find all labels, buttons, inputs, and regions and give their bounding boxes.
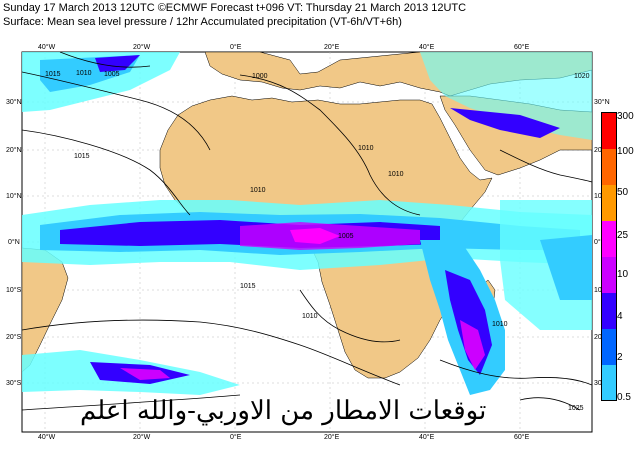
legend-label: 300 xyxy=(617,111,634,122)
isobar-label: 1005 xyxy=(338,233,354,240)
lon-label-top: 40°W xyxy=(38,44,56,51)
isobar-label: 1010 xyxy=(250,187,266,194)
isobar-labels: 1015 1010 1005 1000 1010 1015 1010 1015 … xyxy=(45,70,590,412)
forecast-title-line2: Surface: Mean sea level pressure / 12hr … xyxy=(3,16,402,28)
legend-label: 2 xyxy=(617,352,623,363)
legend-swatch xyxy=(602,293,616,329)
isobar-label: 1010 xyxy=(302,313,318,320)
precip-color-legend xyxy=(601,112,617,401)
lon-label-bottom: 40°E xyxy=(419,434,435,441)
legend-swatch xyxy=(602,149,616,185)
lat-label-left: 10°N xyxy=(6,193,22,200)
lat-label-left: 30°S xyxy=(6,380,22,387)
legend-label: 100 xyxy=(617,146,634,157)
isobars xyxy=(22,52,592,411)
lat-label-right: 30°N xyxy=(594,99,610,106)
lon-label-top: 40°E xyxy=(419,44,435,51)
legend-swatch xyxy=(602,113,616,149)
lat-label-left: 30°N xyxy=(6,99,22,106)
lon-label-bottom: 40°W xyxy=(38,434,56,441)
legend-swatch xyxy=(602,185,616,221)
lat-label-left: 0°N xyxy=(8,239,20,246)
legend-label: 4 xyxy=(617,311,623,322)
legend-label: 25 xyxy=(617,230,629,241)
legend-swatch xyxy=(602,221,616,257)
isobar-label: 1010 xyxy=(358,145,374,152)
lat-label-left: 10°S xyxy=(6,287,22,294)
lon-label-bottom: 0°E xyxy=(230,434,242,441)
lon-label-top: 0°E xyxy=(230,44,242,51)
lon-label-top: 20°W xyxy=(133,44,151,51)
isobar-label: 1025 xyxy=(568,405,584,412)
legend-swatch xyxy=(602,329,616,365)
isobar-label: 1005 xyxy=(104,71,120,78)
isobar-label: 1010 xyxy=(492,321,508,328)
arabic-caption: توقعات الامطار من الاوربي-والله اعلم xyxy=(80,396,487,426)
isobar-label: 1010 xyxy=(76,70,92,77)
legend-swatch xyxy=(602,365,616,400)
forecast-title-line1: Sunday 17 March 2013 12UTC ©ECMWF Foreca… xyxy=(3,2,467,14)
isobar-label: 1015 xyxy=(240,283,256,290)
isobar-label: 1015 xyxy=(74,153,90,160)
legend-label: 10 xyxy=(617,269,629,280)
legend-swatch xyxy=(602,257,616,293)
isobar-label: 1000 xyxy=(252,73,268,80)
lon-label-top: 60°E xyxy=(514,44,530,51)
isobar-label: 1015 xyxy=(45,71,61,78)
lon-label-top: 20°E xyxy=(324,44,340,51)
lat-label-right: 0°N xyxy=(594,239,606,246)
lon-label-bottom: 20°W xyxy=(133,434,151,441)
lat-label-left: 20°N xyxy=(6,147,22,154)
legend-label: 0.5 xyxy=(617,392,631,403)
isobar-label: 1010 xyxy=(388,171,404,178)
lon-label-bottom: 60°E xyxy=(514,434,530,441)
isobar-label: 1020 xyxy=(574,73,590,80)
lon-label-bottom: 20°E xyxy=(324,434,340,441)
legend-label: 50 xyxy=(617,187,629,198)
lat-label-left: 20°S xyxy=(6,334,22,341)
